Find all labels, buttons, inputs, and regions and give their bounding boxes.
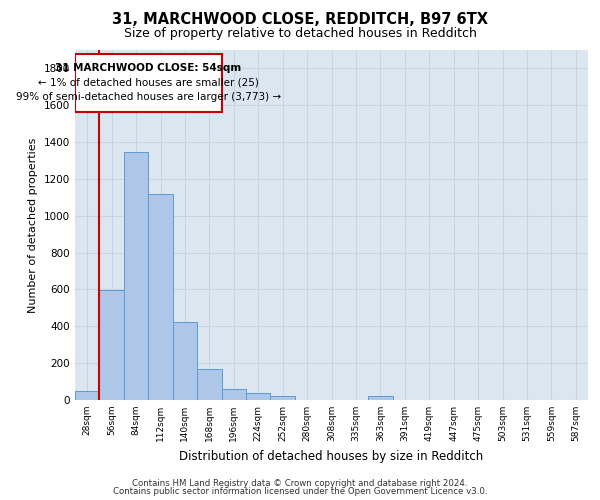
Bar bbox=[221, 389, 246, 400]
Text: 31, MARCHWOOD CLOSE, REDDITCH, B97 6TX: 31, MARCHWOOD CLOSE, REDDITCH, B97 6TX bbox=[112, 12, 488, 28]
Bar bbox=[246, 392, 271, 400]
Y-axis label: Number of detached properties: Number of detached properties bbox=[28, 138, 38, 312]
Text: ← 1% of detached houses are smaller (25): ← 1% of detached houses are smaller (25) bbox=[38, 78, 259, 88]
Text: Contains HM Land Registry data © Crown copyright and database right 2024.: Contains HM Land Registry data © Crown c… bbox=[132, 478, 468, 488]
Bar bbox=[124, 152, 148, 400]
Bar bbox=[148, 194, 173, 400]
Text: Size of property relative to detached houses in Redditch: Size of property relative to detached ho… bbox=[124, 28, 476, 40]
X-axis label: Distribution of detached houses by size in Redditch: Distribution of detached houses by size … bbox=[179, 450, 484, 462]
Bar bbox=[271, 396, 295, 400]
Text: 31 MARCHWOOD CLOSE: 54sqm: 31 MARCHWOOD CLOSE: 54sqm bbox=[55, 63, 241, 73]
Bar bbox=[173, 322, 197, 400]
Bar bbox=[75, 54, 221, 112]
Bar bbox=[75, 391, 100, 400]
Text: 99% of semi-detached houses are larger (3,773) →: 99% of semi-detached houses are larger (… bbox=[16, 92, 281, 102]
Bar bbox=[100, 290, 124, 400]
Bar bbox=[197, 368, 221, 400]
Bar bbox=[368, 396, 392, 400]
Text: Contains public sector information licensed under the Open Government Licence v3: Contains public sector information licen… bbox=[113, 487, 487, 496]
